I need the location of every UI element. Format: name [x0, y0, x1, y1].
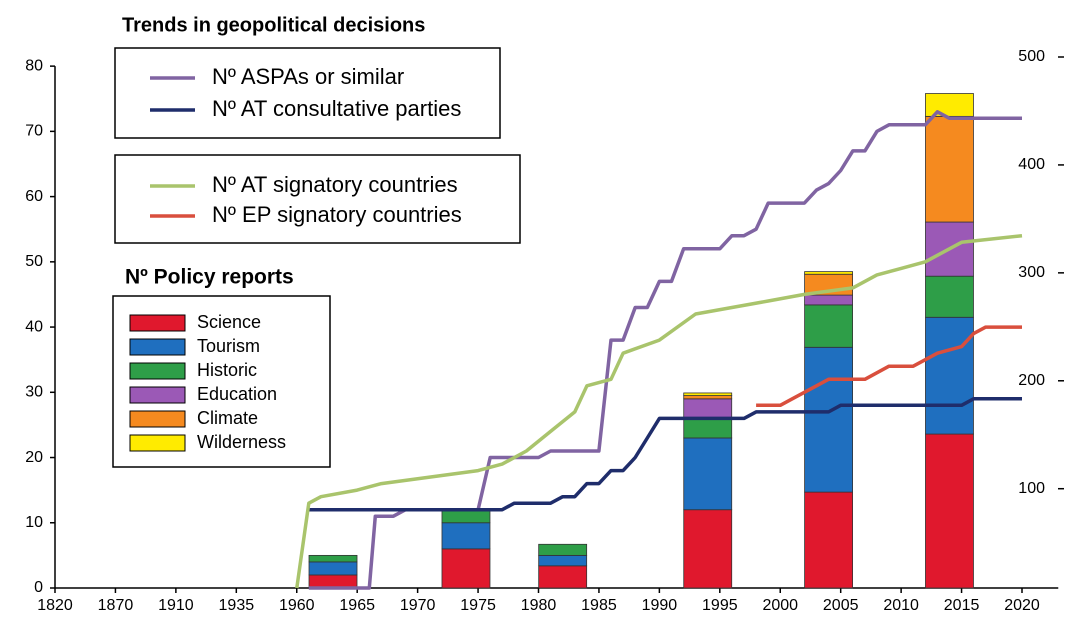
legend-label: Nº AT consultative parties	[212, 96, 461, 121]
y2-tick-label: 400	[1018, 156, 1045, 173]
x-tick-label: 1995	[702, 597, 738, 614]
bar-segment	[925, 316, 974, 435]
legend-label: Wilderness	[197, 432, 286, 452]
legend-label: Tourism	[197, 336, 260, 356]
legend-label: Nº ASPAs or similar	[212, 64, 404, 89]
line	[308, 397, 1022, 512]
bar-segment	[804, 304, 853, 348]
line	[295, 233, 1023, 589]
bar-segment	[925, 115, 974, 223]
x-tick-label: 1820	[37, 597, 73, 614]
legend-label: Science	[197, 312, 261, 332]
legend-label: Climate	[197, 408, 258, 428]
bar-segment	[683, 437, 733, 511]
bar-segment	[925, 93, 974, 117]
y-tick-label: 0	[34, 579, 43, 596]
legend-swatch	[129, 434, 186, 452]
legend-swatch	[129, 410, 186, 428]
bar-segment	[925, 433, 974, 589]
x-tick-label: 1970	[400, 597, 436, 614]
line	[308, 110, 1022, 590]
x-tick-label: 1965	[339, 597, 375, 614]
x-tick-label: 2020	[1004, 597, 1040, 614]
legend-swatch	[129, 314, 186, 332]
legend-title: Nº Policy reports	[125, 266, 294, 289]
bar-segment	[683, 417, 733, 439]
y-tick-label: 10	[25, 514, 43, 531]
line	[756, 325, 1022, 408]
bar-segment	[804, 271, 853, 275]
legend-label: Education	[197, 384, 277, 404]
x-tick-label: 2005	[823, 597, 859, 614]
y2-tick-label: 200	[1018, 372, 1045, 389]
bar-segment	[683, 509, 733, 589]
bar-segment	[441, 548, 491, 589]
x-tick-label: 1985	[581, 597, 617, 614]
bar-segment	[804, 294, 853, 306]
bar-segment	[308, 561, 358, 576]
x-tick-label: 1980	[521, 597, 557, 614]
legend-swatch	[129, 386, 186, 404]
legend-label: Nº AT signatory countries	[212, 172, 458, 197]
bar-segment	[804, 346, 853, 493]
bar-segment	[683, 392, 733, 396]
bar-segment	[441, 509, 491, 524]
x-tick-label: 1960	[279, 597, 315, 614]
y2-tick-label: 300	[1018, 264, 1045, 281]
bar-segment	[683, 395, 733, 400]
chart-title: Trends in geopolitical decisions	[122, 14, 425, 36]
legend-box	[114, 47, 501, 139]
x-tick-label: 2015	[944, 597, 980, 614]
x-tick-label: 1870	[98, 597, 134, 614]
x-tick-label: 1910	[158, 597, 194, 614]
bar-segment	[538, 543, 588, 556]
y-tick-label: 70	[25, 123, 43, 140]
y2-tick-label: 100	[1018, 480, 1045, 497]
y-tick-label: 40	[25, 318, 43, 335]
x-tick-label: 1990	[642, 597, 678, 614]
bar-segment	[804, 491, 853, 589]
y-tick-label: 60	[25, 188, 43, 205]
legend-swatch	[129, 338, 186, 356]
legend-label: Nº EP signatory countries	[212, 202, 462, 227]
y-tick-label: 50	[25, 253, 43, 270]
y-tick-label: 20	[25, 449, 43, 466]
bar-segment	[308, 554, 358, 563]
bar-segment	[441, 522, 491, 550]
legend-box	[114, 154, 521, 244]
bar-segment	[538, 565, 588, 589]
y-tick-label: 30	[25, 384, 43, 401]
bar-segment	[308, 574, 358, 589]
x-tick-label: 1935	[219, 597, 255, 614]
legend-swatch	[129, 362, 186, 380]
bar-segment	[925, 275, 974, 318]
bar-segment	[683, 398, 733, 419]
x-tick-label: 2000	[762, 597, 798, 614]
y2-tick-label: 500	[1018, 48, 1045, 65]
x-tick-label: 2010	[883, 597, 919, 614]
bar-segment	[538, 554, 588, 567]
x-tick-label: 1975	[460, 597, 496, 614]
legend-label: Historic	[197, 360, 257, 380]
y-tick-label: 80	[25, 57, 43, 74]
